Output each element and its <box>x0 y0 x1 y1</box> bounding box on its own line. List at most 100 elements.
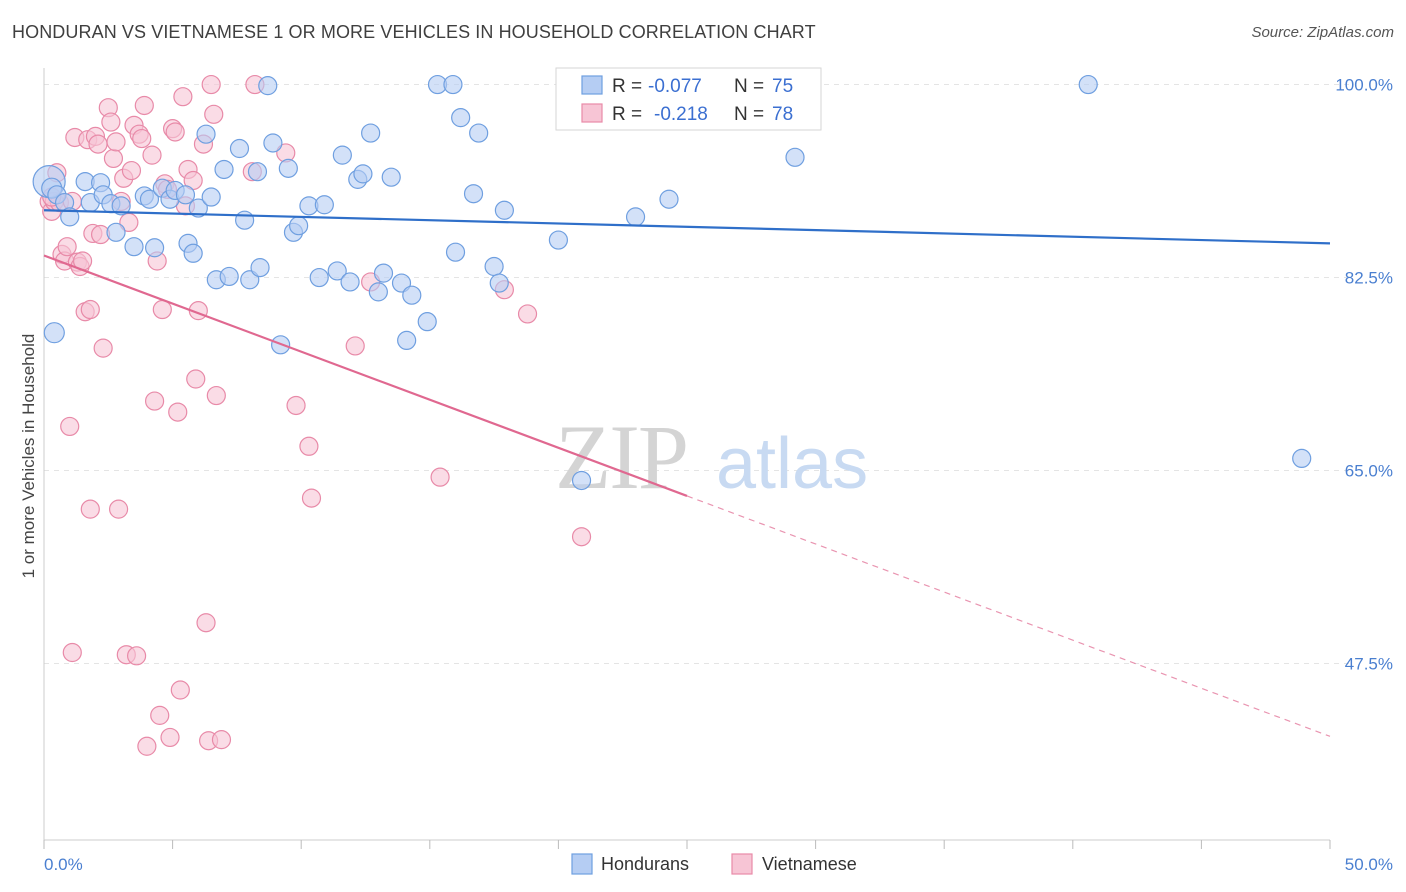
vietnamese-point-64 <box>211 730 232 750</box>
honduran-point-55 <box>417 312 437 332</box>
series-vietnamese-points <box>39 74 592 756</box>
y-tick-label-0: 47.5% <box>1345 655 1393 674</box>
honduran-point-11 <box>106 222 126 242</box>
honduran-point-67 <box>625 207 646 227</box>
honduran-point-65 <box>548 230 569 250</box>
vietnamese-point-71 <box>345 336 365 356</box>
honduran-point-61 <box>469 123 489 143</box>
honduran-point-64 <box>494 200 514 220</box>
honduran-point-23 <box>188 198 208 218</box>
legend-swatch-hondurans <box>581 75 603 95</box>
vietnamese-point-40 <box>142 145 162 165</box>
honduran-point-59 <box>451 108 471 128</box>
honduran-point-37 <box>278 158 298 178</box>
vietnamese-point-70 <box>301 488 322 508</box>
legend-n-value-vietnamese: 78 <box>772 104 793 125</box>
vietnamese-point-47 <box>160 727 180 748</box>
watermark-atlas: atlas <box>716 424 868 504</box>
bottom-legend: Hondurans Vietnamese <box>571 853 857 875</box>
honduran-point-71 <box>1078 74 1098 95</box>
vietnamese-point-35 <box>126 646 147 666</box>
honduran-point-68 <box>659 189 679 209</box>
honduran-point-60 <box>463 184 484 204</box>
honduran-point-54 <box>402 285 422 305</box>
honduran-point-48 <box>361 123 381 143</box>
vietnamese-point-69 <box>299 436 319 456</box>
x-tick-label-0: 0.0% <box>44 855 83 874</box>
legend-r-label-1: R = <box>612 76 642 97</box>
honduran-point-57 <box>443 74 463 95</box>
watermark-zip: ZIP <box>555 406 687 508</box>
x-tick-label-1: 50.0% <box>1345 855 1393 874</box>
vietnamese-point-76 <box>571 527 592 547</box>
bottom-legend-swatch-vietnamese <box>731 853 753 875</box>
honduran-point-22 <box>183 243 203 263</box>
honduran-point-45 <box>340 272 360 292</box>
y-axis-label: 1 or more Vehicles in Household <box>19 334 38 579</box>
honduran-point-32 <box>247 162 268 182</box>
honduran-point-34 <box>258 76 278 96</box>
bottom-legend-swatch-hondurans <box>571 853 593 875</box>
honduran-point-35 <box>263 133 283 153</box>
honduran-point-39 <box>289 216 309 236</box>
honduran-point-33 <box>250 258 270 278</box>
honduran-point-29 <box>229 138 250 159</box>
vietnamese-point-51 <box>170 680 190 700</box>
vietnamese-point-73 <box>430 467 450 487</box>
honduran-point-16 <box>144 238 165 258</box>
legend-n-value-hondurans: 75 <box>772 76 793 97</box>
vietnamese-point-26 <box>103 148 124 169</box>
grid-lines <box>44 84 1350 665</box>
y-tick-label-1: 65.0% <box>1345 462 1393 481</box>
chart-source: Source: ZipAtlas.com <box>1251 24 1394 41</box>
honduran-point-53 <box>397 330 417 351</box>
honduran-point-50 <box>373 263 394 283</box>
honduran-point-27 <box>214 159 234 180</box>
vietnamese-point-38 <box>134 95 154 116</box>
honduran-point-44 <box>332 145 352 165</box>
vietnamese-point-21 <box>88 134 108 154</box>
legend-swatch-vietnamese <box>581 103 603 123</box>
trendline-vietnamese <box>43 254 688 497</box>
vietnamese-point-62 <box>204 104 224 124</box>
vietnamese-point-28 <box>108 499 129 519</box>
honduran-point-51 <box>381 167 401 187</box>
vietnamese-point-18 <box>80 499 100 519</box>
legend-r-value-vietnamese: -0.218 <box>654 104 708 125</box>
honduran-point-42 <box>314 195 334 215</box>
honduran-point-62 <box>484 256 504 277</box>
honduran-point-63 <box>489 273 509 293</box>
vietnamese-point-8 <box>60 416 80 437</box>
trend-lines <box>43 209 1331 737</box>
honduran-point-47 <box>353 164 373 184</box>
trendline-vietnamese-extrapolated <box>686 495 1331 737</box>
vietnamese-point-75 <box>517 304 538 324</box>
honduran-point-41 <box>309 267 329 288</box>
honduran-point-30 <box>235 210 255 230</box>
vietnamese-point-68 <box>286 395 306 416</box>
vietnamese-point-43 <box>150 705 170 725</box>
legend-r-value-hondurans: -0.077 <box>648 76 702 97</box>
vietnamese-point-7 <box>57 237 77 257</box>
honduran-point-15 <box>139 189 160 209</box>
honduran-point-66 <box>571 470 592 491</box>
tick-labels: 47.5% 65.0% 82.5% 100.0% 0.0% 50.0% <box>44 76 1393 874</box>
vietnamese-point-33 <box>121 160 142 181</box>
vietnamese-point-49 <box>165 122 185 142</box>
honduran-point-12 <box>111 196 131 216</box>
vietnamese-point-25 <box>101 112 121 132</box>
vietnamese-point-56 <box>186 369 206 389</box>
bottom-legend-hondurans: Hondurans <box>601 854 689 874</box>
vietnamese-point-23 <box>93 338 113 358</box>
honduran-point-24 <box>196 124 216 144</box>
y-tick-label-3: 100.0% <box>1335 76 1393 95</box>
legend-n-label-1: N = <box>734 76 764 97</box>
honduran-point-2 <box>43 322 65 344</box>
honduran-point-25 <box>201 187 221 207</box>
honduran-point-58 <box>445 242 466 262</box>
vietnamese-point-61 <box>201 74 221 95</box>
vietnamese-point-50 <box>168 402 188 422</box>
vietnamese-point-27 <box>106 132 126 152</box>
legend-box: R = -0.077 N = 75 R = -0.218 N = 78 <box>555 67 822 131</box>
